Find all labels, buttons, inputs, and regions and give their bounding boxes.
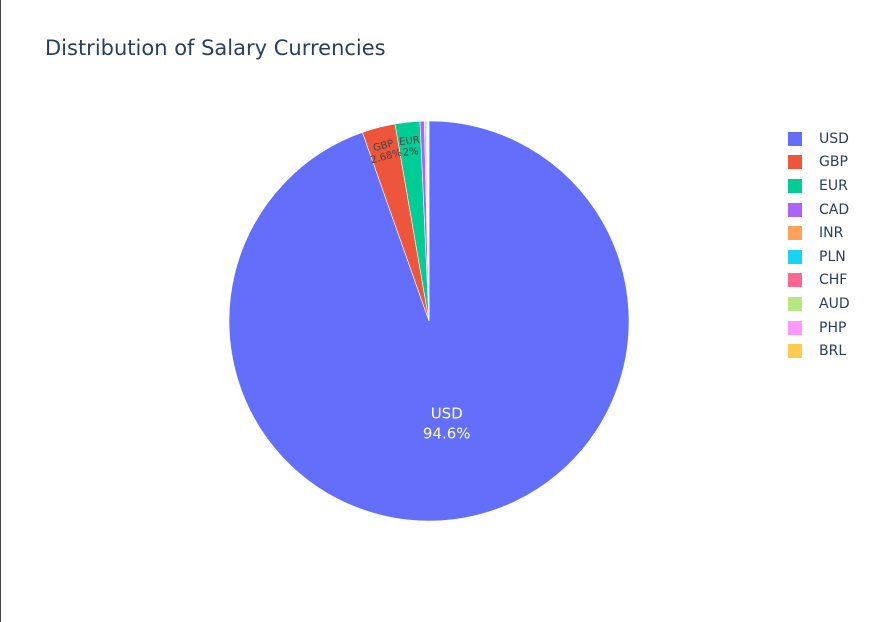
legend-swatch [788, 131, 802, 146]
legend-label: CHF [819, 272, 848, 289]
legend-label: EUR [819, 177, 848, 194]
legend-item-pln[interactable]: PLN [788, 245, 850, 269]
legend-swatch [788, 249, 802, 264]
legend-item-aud[interactable]: AUD [788, 292, 850, 316]
legend-item-gbp[interactable]: GBP [788, 151, 850, 175]
slice-label-usd: USD 94.6% [423, 404, 471, 442]
legend-label: PHP [819, 319, 847, 336]
left-border [0, 0, 1, 622]
chart-title: Distribution of Salary Currencies [45, 36, 386, 60]
legend-label: GBP [819, 154, 848, 171]
legend-swatch [788, 320, 802, 335]
legend-label: USD [819, 130, 849, 147]
legend-item-php[interactable]: PHP [788, 316, 850, 340]
legend-swatch [788, 296, 802, 311]
slice-label-eur: EUR2% [399, 135, 422, 159]
legend-item-cad[interactable]: CAD [788, 198, 850, 222]
legend-label: AUD [819, 295, 850, 312]
legend: USD GBP EUR CAD INR PLN CHF AUD PHP BRL [788, 127, 850, 363]
legend-label: INR [819, 225, 844, 242]
legend-swatch [788, 202, 802, 217]
legend-item-brl[interactable]: BRL [788, 339, 850, 363]
legend-label: BRL [819, 343, 847, 360]
legend-swatch [788, 178, 802, 193]
legend-swatch [788, 344, 802, 359]
legend-swatch [788, 273, 802, 288]
legend-item-usd[interactable]: USD [788, 127, 850, 151]
legend-item-chf[interactable]: CHF [788, 269, 850, 293]
legend-swatch [788, 155, 802, 170]
pie-slices [228, 120, 630, 522]
pie-slice-labels: USD 94.6%GBP2.68%EUR2% [369, 135, 471, 443]
legend-label: PLN [819, 248, 846, 265]
legend-item-inr[interactable]: INR [788, 221, 850, 245]
legend-item-eur[interactable]: EUR [788, 174, 850, 198]
legend-label: CAD [819, 201, 850, 218]
legend-swatch [788, 226, 802, 241]
